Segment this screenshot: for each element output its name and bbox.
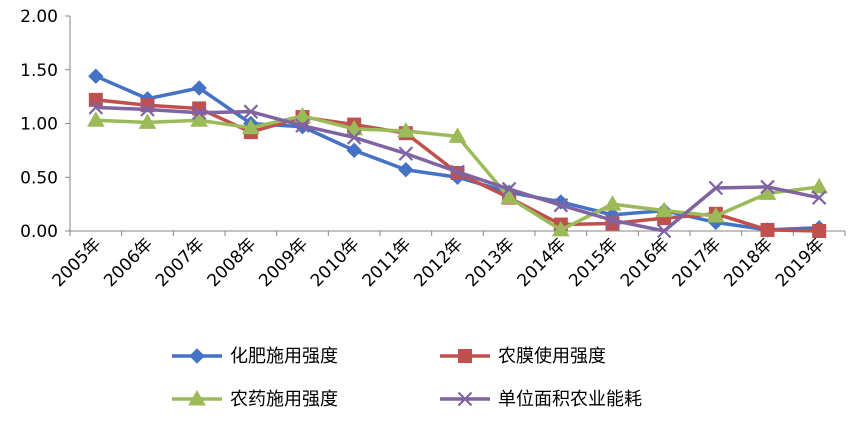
data-point	[190, 111, 209, 127]
x-tick-label: 2011年	[359, 234, 416, 291]
series-3	[86, 106, 829, 237]
data-point	[191, 105, 207, 121]
x-tick-label: 2015年	[565, 234, 622, 291]
legend-marker	[189, 348, 205, 364]
x-tick-label: 2005年	[49, 234, 106, 291]
series-layer	[86, 68, 829, 239]
data-point	[295, 118, 310, 133]
y-tick-label: 1.00	[20, 115, 58, 135]
data-point	[500, 188, 519, 205]
data-point	[655, 201, 674, 218]
x-tick-label: 2018年	[720, 234, 777, 291]
x-tick-label: 2014年	[514, 234, 571, 291]
data-point	[346, 142, 362, 159]
data-point	[811, 190, 827, 205]
data-point	[708, 180, 724, 196]
data-point	[88, 68, 104, 84]
legend-item-3: 农药施用强度	[172, 389, 338, 410]
data-point	[398, 162, 414, 178]
legend-label: 农药施用强度	[230, 389, 338, 410]
y-axis: 0.00 0.50 1.00 1.50 2.00	[20, 7, 71, 242]
legend-label: 单位面积农业能耗	[498, 389, 642, 410]
data-point	[191, 80, 207, 96]
legend-item-4: 单位面积农业能耗	[440, 389, 642, 410]
x-tick-label: 2012年	[410, 234, 467, 291]
data-point	[241, 118, 260, 135]
legend-marker	[188, 389, 206, 406]
data-point	[138, 113, 157, 129]
x-tick-label: 2019年	[772, 234, 829, 291]
data-point	[140, 102, 155, 117]
data-point	[760, 222, 775, 237]
data-point	[501, 181, 517, 197]
data-point	[812, 224, 827, 238]
data-point	[603, 195, 622, 211]
x-axis: 2005年2006年2007年2008年2009年2010年2011年2012年…	[49, 230, 846, 291]
x-tick-label: 2013年	[462, 234, 519, 291]
x-tick-label: 2009年	[255, 234, 312, 291]
legend-label: 化肥施用强度	[230, 346, 338, 367]
data-point	[448, 127, 467, 143]
data-point	[706, 206, 725, 223]
y-tick-label: 2.00	[20, 7, 58, 27]
data-point	[243, 104, 259, 119]
y-tick-label: 0.00	[20, 222, 58, 242]
data-point	[810, 177, 829, 194]
data-point	[656, 223, 672, 239]
data-point	[398, 146, 414, 161]
legend-item-2: 农膜使用强度	[440, 346, 606, 367]
x-tick-label: 2007年	[152, 234, 209, 291]
y-tick-label: 1.50	[20, 61, 58, 81]
legend-label: 农膜使用强度	[498, 346, 606, 367]
x-tick-label: 2008年	[204, 234, 261, 291]
data-point	[605, 212, 620, 228]
legend-marker	[457, 391, 473, 407]
series-4	[88, 100, 827, 239]
data-point	[88, 100, 104, 115]
y-tick-label: 0.50	[20, 168, 58, 188]
data-point	[396, 122, 415, 138]
x-tick-label: 2017年	[669, 234, 726, 291]
data-point	[293, 106, 312, 123]
data-point	[553, 197, 569, 213]
x-tick-label: 2010年	[307, 234, 364, 291]
data-point	[88, 92, 103, 107]
x-tick-label: 2006年	[100, 234, 157, 291]
data-point	[551, 220, 570, 237]
data-point	[760, 179, 775, 195]
x-tick-label: 2016年	[617, 234, 674, 291]
data-point	[86, 111, 105, 127]
data-point	[450, 164, 465, 180]
data-point	[346, 130, 362, 145]
data-point	[345, 119, 364, 136]
legend-item-1: 化肥施用强度	[172, 346, 338, 367]
legend-marker	[458, 349, 472, 363]
